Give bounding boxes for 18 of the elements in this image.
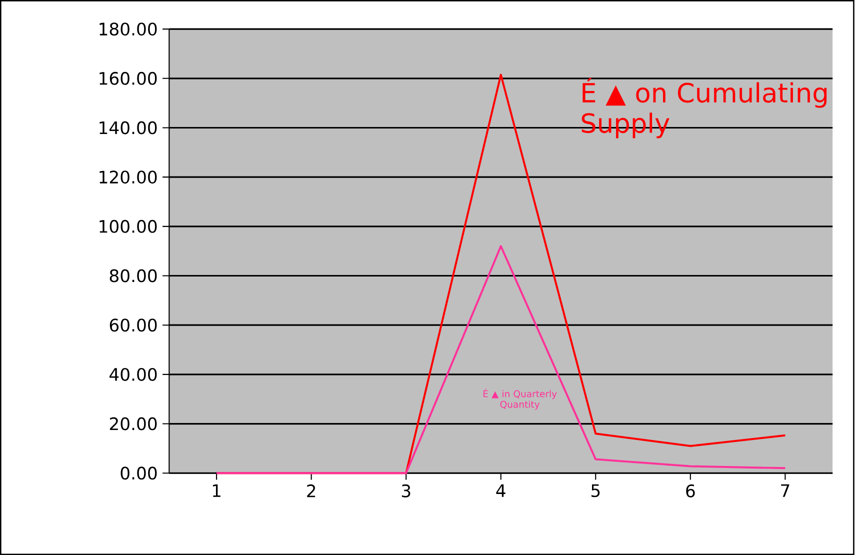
y-tick-label: 180.00 bbox=[100, 22, 157, 36]
x-tick-label: 7 bbox=[781, 484, 790, 497]
y-tick-label: 20.00 bbox=[110, 417, 157, 430]
y-tick-label: 80.00 bbox=[110, 269, 157, 282]
y-tick-label: 60.00 bbox=[110, 318, 157, 332]
y-tick-label: 100.00 bbox=[100, 220, 157, 233]
x-tick-label: 2 bbox=[307, 484, 316, 498]
y-tick-label: 120.00 bbox=[100, 170, 157, 184]
x-tick-label: 6 bbox=[686, 484, 695, 498]
y-tick-label: 40.00 bbox=[110, 368, 157, 381]
series-label: É ▲ in Quarterly Quantity bbox=[484, 388, 557, 410]
y-tick-label: 0.00 bbox=[120, 466, 157, 480]
x-tick-label: 1 bbox=[212, 484, 220, 497]
x-tick-label: 4 bbox=[496, 484, 506, 497]
y-tick-label: 160.00 bbox=[100, 72, 157, 85]
y-tick-label: 140.00 bbox=[100, 121, 157, 134]
x-tick-label: 5 bbox=[592, 484, 600, 498]
x-tick-label: 3 bbox=[402, 484, 410, 498]
